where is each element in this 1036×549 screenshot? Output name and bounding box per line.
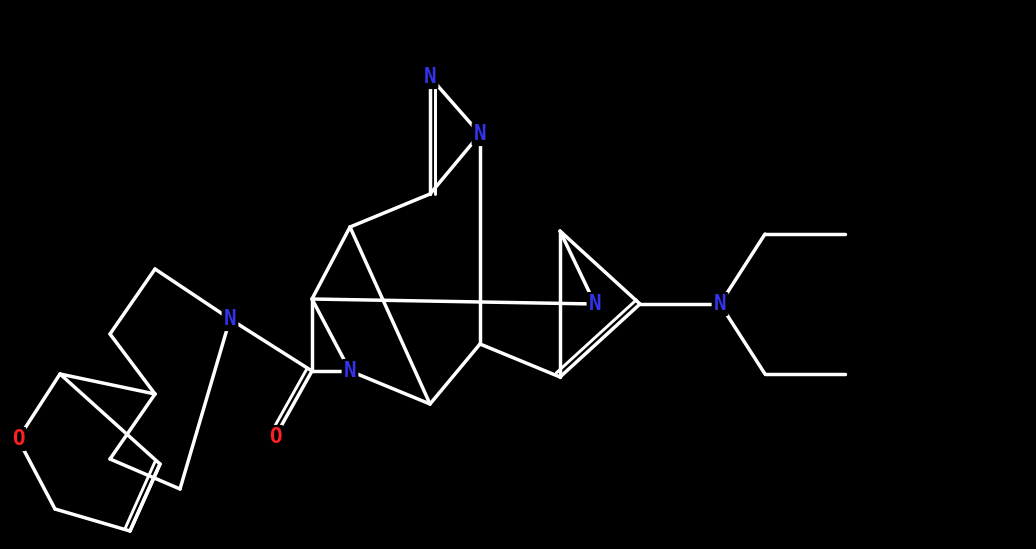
Text: N: N: [473, 124, 486, 144]
Text: O: O: [11, 429, 24, 449]
Text: N: N: [344, 361, 356, 381]
Text: O: O: [268, 427, 282, 447]
Text: N: N: [588, 294, 601, 314]
Text: N: N: [714, 294, 726, 314]
Text: N: N: [424, 67, 436, 87]
Text: N: N: [224, 309, 236, 329]
